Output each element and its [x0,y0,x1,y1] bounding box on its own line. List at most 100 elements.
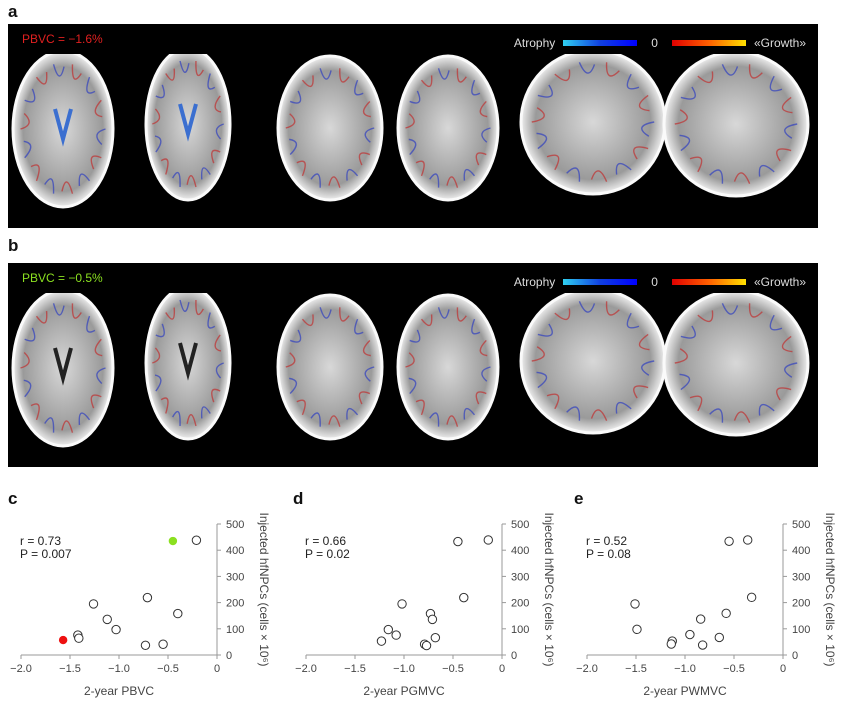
y-tick-label: 200 [226,598,244,610]
growth-colorbar [671,279,746,285]
x-tick-label: 0 [214,663,220,675]
brain-slice-sagittal [519,54,667,196]
data-point [142,592,153,603]
brain-slice-axial [144,293,232,441]
brain-slice-coronal [396,293,500,441]
x-tick-label: −2.0 [295,663,317,675]
y-tick-label: 500 [792,519,810,531]
mri-panel-b: PBVC = −0.5% Atrophy 0 «Growth» [8,263,818,467]
data-point [630,599,640,609]
x-axis-label: 2-year PWMVC [643,684,727,698]
x-tick-label: 0 [780,663,786,675]
growth-label: «Growth» [753,36,806,50]
data-point [391,630,401,640]
brain-slice-axial [11,293,115,448]
data-point [459,592,469,603]
growth-label: «Growth» [753,275,806,289]
y-tick-label: 300 [226,571,244,583]
y-tick-label: 400 [792,545,810,557]
y-tick-label: 0 [792,650,798,662]
data-point [695,614,706,624]
p-value: P = 0.02 [305,547,350,561]
r-value: r = 0.73 [20,534,61,548]
data-point [58,635,68,645]
mri-panel-a: PBVC = −1.6% Atrophy 0 «Growth» [8,24,818,228]
x-axis-label: 2-year PBVC [84,684,154,698]
pbvc-value-a: PBVC = −1.6% [22,32,103,46]
growth-colorbar [671,40,746,46]
y-tick-label: 0 [226,650,232,662]
colorbar-legend: Atrophy 0 «Growth» [514,36,806,50]
data-point [88,599,99,609]
data-point [397,599,407,609]
p-value: P = 0.08 [586,547,631,561]
colorbar-legend: Atrophy 0 «Growth» [514,275,806,289]
x-tick-label: −1.0 [108,663,130,675]
brain-slices-a [11,54,810,209]
brain-slices-b [11,293,810,448]
data-point [724,536,734,546]
data-point [383,624,394,635]
data-point [685,629,695,640]
y-tick-label: 300 [792,571,810,583]
data-point [421,640,432,651]
y-axis-label: Injected hfNPCs (cells × 10⁶) [542,512,556,666]
data-point [743,535,753,545]
x-tick-label: −1.0 [674,663,696,675]
y-tick-label: 100 [226,624,244,636]
x-tick-label: −0.5 [157,663,179,675]
data-point [168,536,178,546]
y-tick-label: 200 [511,598,529,610]
brain-slice-sagittal [662,293,810,437]
data-point [746,592,757,603]
pbvc-value-b: PBVC = −0.5% [22,271,103,285]
data-point [102,614,112,625]
x-axis-label: 2-year PGMVC [363,684,445,698]
panel-label: c [8,489,17,508]
y-tick-label: 400 [511,545,529,557]
scatter-d: d −2.0 −1.5 −1.0 −0.5 0 0 100 200 300 400 500 2-year… [285,485,570,710]
data-point [74,633,84,643]
data-point [376,636,387,646]
atrophy-colorbar [563,279,638,285]
data-point [483,535,493,545]
data-point [111,624,121,635]
r-value: r = 0.52 [586,534,627,548]
data-point [191,535,202,545]
y-tick-label: 100 [511,624,529,636]
panel-label: d [293,489,303,508]
data-point [632,624,642,635]
y-tick-label: 500 [511,519,529,531]
atrophy-label: Atrophy [513,275,556,289]
x-tick-label: 0 [499,663,505,675]
data-point [666,639,676,649]
data-point [453,536,463,547]
zero-label: 0 [651,36,658,50]
panel-label-a: a [8,2,18,21]
y-axis-label: Injected hfNPCs (cells × 10⁶) [823,512,837,666]
brain-slice-sagittal [519,293,667,435]
panel-label-b: b [8,236,19,255]
panel-label: e [574,489,583,508]
x-tick-label: −1.5 [344,663,366,675]
data-point [158,639,168,649]
x-tick-label: −1.5 [625,663,647,675]
x-tick-label: −1.0 [393,663,415,675]
x-tick-label: −0.5 [442,663,464,675]
atrophy-label: Atrophy [513,36,556,50]
data-point [140,640,151,651]
x-tick-label: −2.0 [576,663,598,675]
y-tick-label: 500 [226,519,244,531]
x-tick-label: −1.5 [59,663,81,675]
brain-slice-coronal [396,54,500,202]
x-tick-label: −0.5 [723,663,745,675]
zero-label: 0 [651,275,658,289]
y-tick-label: 400 [226,545,244,557]
brain-slice-axial [11,54,115,209]
data-point [430,633,441,643]
brain-slice-coronal [276,54,384,202]
p-value: P = 0.007 [20,547,72,561]
data-point [721,608,731,619]
r-value: r = 0.66 [305,534,346,548]
y-tick-label: 200 [792,598,810,610]
